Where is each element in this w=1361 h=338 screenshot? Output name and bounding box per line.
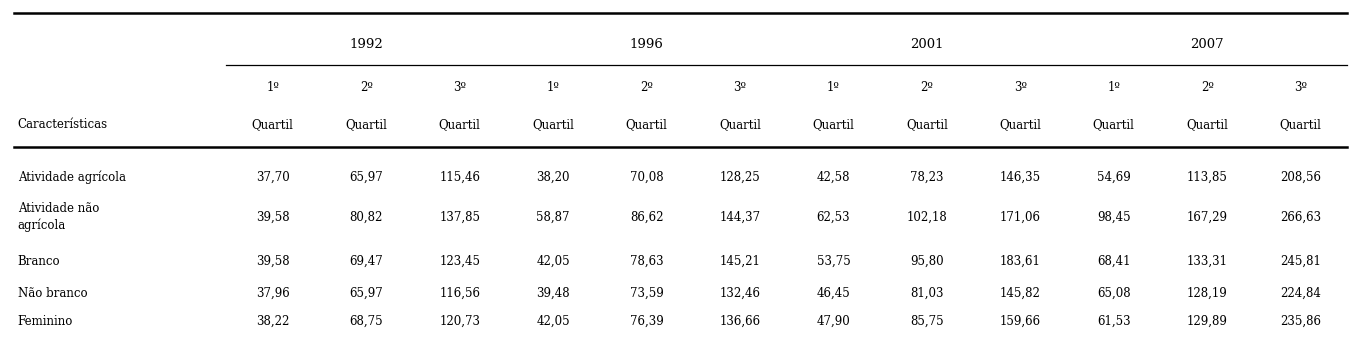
- Text: Quartil: Quartil: [999, 118, 1041, 131]
- Text: 42,05: 42,05: [536, 315, 570, 328]
- Text: 46,45: 46,45: [817, 287, 851, 300]
- Text: 39,58: 39,58: [256, 211, 290, 223]
- Text: 38,22: 38,22: [256, 315, 290, 328]
- Text: 1º: 1º: [267, 81, 279, 94]
- Text: Quartil: Quartil: [1093, 118, 1135, 131]
- Text: 85,75: 85,75: [911, 315, 943, 328]
- Text: 1º: 1º: [827, 81, 840, 94]
- Text: 65,97: 65,97: [350, 287, 382, 300]
- Text: Feminino: Feminino: [18, 315, 73, 328]
- Text: 98,45: 98,45: [1097, 211, 1131, 223]
- Text: 38,20: 38,20: [536, 171, 570, 184]
- Text: Quartil: Quartil: [1187, 118, 1228, 131]
- Text: 159,66: 159,66: [1000, 315, 1041, 328]
- Text: 62,53: 62,53: [817, 211, 851, 223]
- Text: 65,08: 65,08: [1097, 287, 1131, 300]
- Text: 73,59: 73,59: [630, 287, 663, 300]
- Text: 113,85: 113,85: [1187, 171, 1228, 184]
- Text: 3º: 3º: [734, 81, 746, 94]
- Text: 2007: 2007: [1191, 38, 1224, 51]
- Text: 235,86: 235,86: [1281, 315, 1322, 328]
- Text: 61,53: 61,53: [1097, 315, 1131, 328]
- Text: 1º: 1º: [1108, 81, 1120, 94]
- Text: 68,75: 68,75: [350, 315, 382, 328]
- Text: 69,47: 69,47: [350, 255, 382, 268]
- Text: 70,08: 70,08: [630, 171, 663, 184]
- Text: Quartil: Quartil: [626, 118, 667, 131]
- Text: 136,66: 136,66: [720, 315, 761, 328]
- Text: Branco: Branco: [18, 255, 60, 268]
- Text: 53,75: 53,75: [817, 255, 851, 268]
- Text: 2º: 2º: [359, 81, 373, 94]
- Text: 1º: 1º: [547, 81, 559, 94]
- Text: 171,06: 171,06: [1000, 211, 1041, 223]
- Text: 47,90: 47,90: [817, 315, 851, 328]
- Text: 245,81: 245,81: [1281, 255, 1322, 268]
- Text: 58,87: 58,87: [536, 211, 570, 223]
- Text: 128,19: 128,19: [1187, 287, 1228, 300]
- Text: 146,35: 146,35: [1000, 171, 1041, 184]
- Text: Quartil: Quartil: [346, 118, 387, 131]
- Text: 86,62: 86,62: [630, 211, 663, 223]
- Text: 120,73: 120,73: [440, 315, 480, 328]
- Text: 81,03: 81,03: [911, 287, 943, 300]
- Text: Quartil: Quartil: [719, 118, 761, 131]
- Text: 132,46: 132,46: [720, 287, 761, 300]
- Text: 266,63: 266,63: [1281, 211, 1322, 223]
- Text: 68,41: 68,41: [1097, 255, 1131, 268]
- Text: 78,63: 78,63: [630, 255, 663, 268]
- Text: Quartil: Quartil: [906, 118, 947, 131]
- Text: 95,80: 95,80: [911, 255, 943, 268]
- Text: Quartil: Quartil: [252, 118, 294, 131]
- Text: 123,45: 123,45: [440, 255, 480, 268]
- Text: 39,58: 39,58: [256, 255, 290, 268]
- Text: 2º: 2º: [920, 81, 934, 94]
- Text: Quartil: Quartil: [1279, 118, 1322, 131]
- Text: 144,37: 144,37: [720, 211, 761, 223]
- Text: 78,23: 78,23: [911, 171, 943, 184]
- Text: 145,82: 145,82: [1000, 287, 1041, 300]
- Text: 208,56: 208,56: [1281, 171, 1322, 184]
- Text: Quartil: Quartil: [813, 118, 855, 131]
- Text: 116,56: 116,56: [440, 287, 480, 300]
- Text: 133,31: 133,31: [1187, 255, 1228, 268]
- Text: Características: Características: [18, 118, 108, 131]
- Text: 3º: 3º: [1294, 81, 1307, 94]
- Text: 128,25: 128,25: [720, 171, 761, 184]
- Text: 3º: 3º: [1014, 81, 1026, 94]
- Text: 224,84: 224,84: [1281, 287, 1322, 300]
- Text: 42,58: 42,58: [817, 171, 851, 184]
- Text: Quartil: Quartil: [532, 118, 574, 131]
- Text: 42,05: 42,05: [536, 255, 570, 268]
- Text: 65,97: 65,97: [350, 171, 382, 184]
- Text: Quartil: Quartil: [438, 118, 480, 131]
- Text: 102,18: 102,18: [906, 211, 947, 223]
- Text: 2º: 2º: [1200, 81, 1214, 94]
- Text: 54,69: 54,69: [1097, 171, 1131, 184]
- Text: 1996: 1996: [630, 38, 664, 51]
- Text: Atividade agrícola: Atividade agrícola: [18, 171, 125, 184]
- Text: 37,70: 37,70: [256, 171, 290, 184]
- Text: 137,85: 137,85: [440, 211, 480, 223]
- Text: 80,82: 80,82: [350, 211, 382, 223]
- Text: 129,89: 129,89: [1187, 315, 1228, 328]
- Text: 183,61: 183,61: [1000, 255, 1041, 268]
- Text: 3º: 3º: [453, 81, 467, 94]
- Text: 115,46: 115,46: [440, 171, 480, 184]
- Text: 167,29: 167,29: [1187, 211, 1228, 223]
- Text: Atividade não
agrícola: Atividade não agrícola: [18, 202, 99, 232]
- Text: 39,48: 39,48: [536, 287, 570, 300]
- Text: 2001: 2001: [911, 38, 943, 51]
- Text: 2º: 2º: [640, 81, 653, 94]
- Text: 76,39: 76,39: [630, 315, 663, 328]
- Text: 145,21: 145,21: [720, 255, 761, 268]
- Text: 37,96: 37,96: [256, 287, 290, 300]
- Text: 1992: 1992: [350, 38, 382, 51]
- Text: Não branco: Não branco: [18, 287, 87, 300]
